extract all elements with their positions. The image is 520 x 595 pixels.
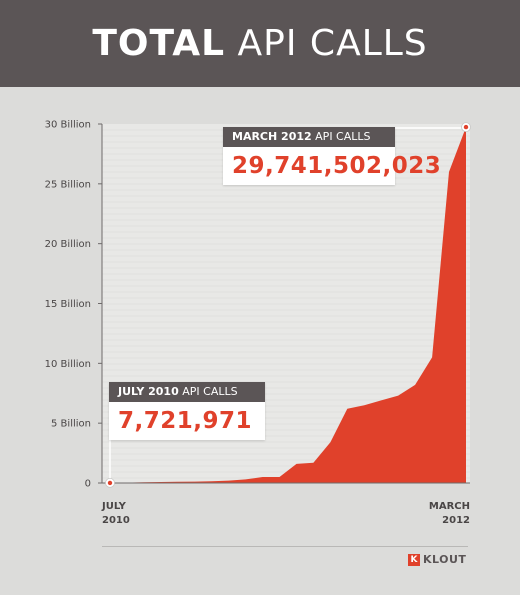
page-title: TOTAL API CALLS [92,23,427,64]
callout-label-bold: MARCH 2012 [232,130,312,143]
x-tick-label: MARCH [429,501,470,512]
callout-label-rest: API CALLS [182,385,238,398]
march-2012-marker-dot [463,124,469,130]
callout-label: MARCH 2012 API CALLS [223,127,395,147]
y-tick-label: 0 [85,479,91,490]
y-tick-label: 20 Billion [45,239,91,250]
july-2010-callout: JULY 2010 API CALLS 7,721,971 [109,382,265,440]
x-tick-label: 2010 [102,515,130,526]
title-bold: TOTAL [92,23,226,64]
march-2012-callout: MARCH 2012 API CALLS 29,741,502,023 [223,127,442,185]
callout-label-bold: JULY 2010 [118,385,179,398]
area-series [110,127,466,483]
header-bar: TOTAL API CALLS [0,0,520,87]
callout-label-rest: API CALLS [315,130,371,143]
callout-label: JULY 2010 API CALLS [109,382,265,402]
callout-value: 7,721,971 [118,408,252,434]
x-tick-label: JULY [101,501,127,512]
klout-logo-mark-icon: K [408,553,420,566]
july-2010-marker-dot [107,480,113,486]
klout-logo-text: KLOUT [423,553,467,566]
footer-divider [102,546,468,547]
x-tick-label: 2012 [442,515,470,526]
y-tick-label: 5 Billion [51,419,91,430]
klout-logo: K KLOUT [408,553,466,566]
y-tick-label: 25 Billion [45,179,91,190]
y-tick-label: 10 Billion [45,359,91,370]
title-rest: API CALLS [237,23,428,64]
y-tick-label: 30 Billion [45,120,91,131]
callout-value: 29,741,502,023 [232,153,442,179]
y-tick-label: 15 Billion [45,299,91,310]
